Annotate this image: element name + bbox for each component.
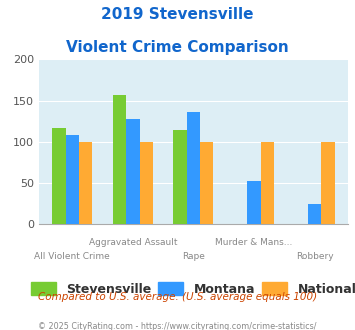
Text: Aggravated Assault: Aggravated Assault xyxy=(89,238,177,247)
Bar xyxy=(174,129,187,224)
Text: 2019 Stevensville: 2019 Stevensville xyxy=(101,7,254,21)
Text: Violent Crime Comparison: Violent Crime Comparison xyxy=(66,40,289,54)
Bar xyxy=(126,119,140,224)
Text: Rape: Rape xyxy=(182,252,205,261)
Text: All Violent Crime: All Violent Crime xyxy=(34,252,110,261)
Text: © 2025 CityRating.com - https://www.cityrating.com/crime-statistics/: © 2025 CityRating.com - https://www.city… xyxy=(38,322,317,330)
Bar xyxy=(140,142,153,224)
Bar xyxy=(321,142,334,224)
Bar xyxy=(66,135,79,224)
Bar xyxy=(79,142,92,224)
Legend: Stevensville, Montana, National: Stevensville, Montana, National xyxy=(26,277,355,301)
Bar xyxy=(200,142,213,224)
Bar xyxy=(261,142,274,224)
Bar xyxy=(308,204,321,224)
Bar xyxy=(247,182,261,224)
Text: Compared to U.S. average. (U.S. average equals 100): Compared to U.S. average. (U.S. average … xyxy=(38,292,317,302)
Bar xyxy=(113,95,126,224)
Bar xyxy=(187,112,200,224)
Text: Murder & Mans...: Murder & Mans... xyxy=(215,238,293,247)
Text: Robbery: Robbery xyxy=(296,252,333,261)
Bar xyxy=(53,128,66,224)
